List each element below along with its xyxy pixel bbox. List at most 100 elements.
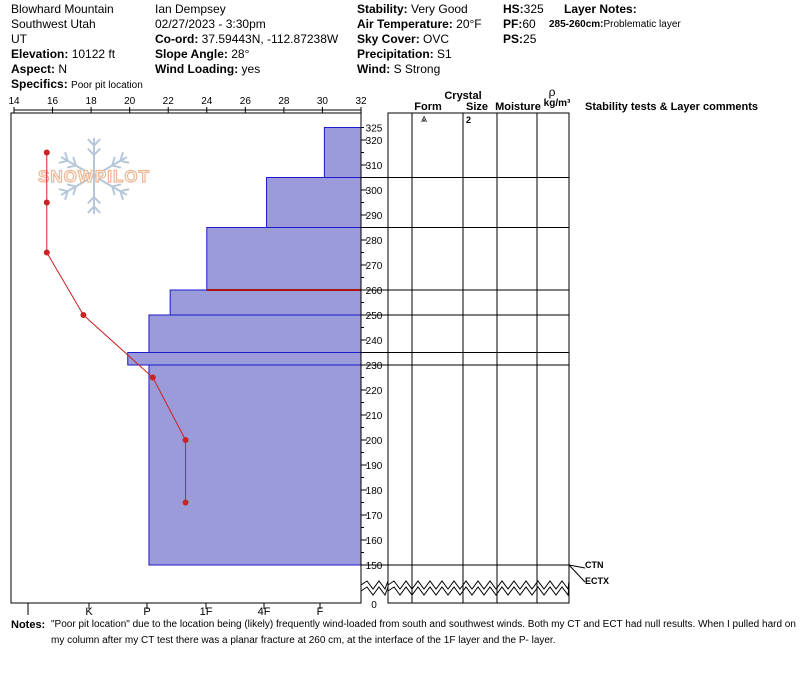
- hs-row: HS:325: [503, 2, 544, 17]
- temp-tick-label: 14: [8, 96, 20, 107]
- coord-value: 37.59443N, -112.87238W: [201, 32, 339, 46]
- snowflake-branch: [111, 186, 116, 196]
- temperature-point: [182, 437, 189, 443]
- ps-value: 25: [523, 32, 537, 46]
- ps-row: PS:25: [503, 32, 544, 47]
- test-leader-line: [568, 564, 586, 583]
- density-unit: kg/m³: [544, 98, 571, 109]
- snowflake-branch: [93, 138, 101, 147]
- air-temp-label: Air Temperature:: [357, 17, 453, 31]
- temp-tick-label: 26: [240, 96, 252, 107]
- depth-tick-label: 310: [366, 161, 383, 172]
- notes-text: "Poor pit location" due to the location …: [51, 619, 796, 646]
- header-col-3: Stability: Very Good Air Temperature: 20…: [357, 2, 482, 77]
- depth-tick-label: 240: [366, 336, 383, 347]
- snowflake-branch: [111, 156, 116, 166]
- temp-tick-label: 20: [124, 96, 136, 107]
- location-name: Blowhard Mountain: [11, 2, 114, 16]
- density-symbol: ρ: [549, 85, 556, 99]
- pf-label: PF:: [503, 17, 523, 31]
- wind-loading-label: Wind Loading:: [155, 62, 239, 76]
- hardness-tick-label: 4F: [258, 606, 271, 618]
- slope-row: Slope Angle: 28°: [155, 47, 338, 62]
- stability-value: Very Good: [411, 2, 468, 16]
- coord-row: Co-ord: 37.59443N, -112.87238W: [155, 32, 338, 47]
- depth-break-zigzag: [387, 580, 570, 591]
- hardness-layer-bar: [169, 289, 362, 316]
- stability-row: Stability: Very Good: [357, 2, 482, 17]
- temperature-point: [182, 499, 189, 506]
- header-col-2: Ian Dempsey 02/27/2023 - 3:30pm Co-ord: …: [155, 2, 338, 77]
- stability-test-label: CTN: [585, 560, 604, 570]
- sky-label: Sky Cover:: [357, 32, 420, 46]
- snowflake-branch: [64, 151, 69, 162]
- crystal-form-symbol: ⩓: [421, 113, 428, 125]
- wind-loading-row: Wind Loading: yes: [155, 62, 338, 77]
- form-header: Form: [414, 101, 442, 113]
- stability-label: Stability:: [357, 2, 408, 16]
- depth-tick-label: 250: [366, 311, 383, 322]
- snowflake-branch: [111, 164, 122, 169]
- hardness-layer-bar: [148, 314, 362, 353]
- stability-test-label: ECTX: [585, 576, 609, 586]
- stratigraphy-lines: [360, 177, 569, 566]
- temperature-point: [43, 149, 50, 156]
- header-col-1: Blowhard Mountain Southwest Utah UT Elev…: [11, 2, 143, 93]
- header-col-4: HS:325 PF:60 PS:25: [503, 2, 544, 47]
- temp-tick-label: 16: [47, 96, 59, 107]
- hardness-profile: [127, 127, 362, 566]
- snowflake-branch: [72, 186, 77, 196]
- hardness-layer-bar: [266, 177, 362, 228]
- depth-tick-label: 270: [366, 261, 383, 272]
- elevation-row: Elevation: 10122 ft: [11, 47, 143, 62]
- hardness-tick-label: P: [143, 606, 150, 618]
- temp-tick-label: 22: [163, 96, 175, 107]
- layer-note-range: 285-260cm:: [549, 19, 604, 30]
- depth-tick-label: 190: [366, 461, 383, 472]
- observer-name: Ian Dempsey: [155, 2, 226, 16]
- depth-tick-label: 300: [366, 186, 383, 197]
- layer-table: Crystal Form Size Moisture ρ kg/m³ Stabi…: [414, 85, 758, 125]
- slope-label: Slope Angle:: [155, 47, 228, 61]
- hardness-tick-label: I: [26, 606, 29, 618]
- depth-tick-label: 280: [366, 236, 383, 247]
- depth-tick-label: 260: [366, 286, 383, 297]
- stability-tests: CTN ECTX: [568, 560, 609, 586]
- snowflake-branch: [111, 183, 122, 188]
- depth-tick-label: 200: [366, 436, 383, 447]
- snowflake-branch: [120, 188, 130, 193]
- depth-break-zigzag: [387, 586, 570, 597]
- coord-label: Co-ord:: [155, 32, 199, 46]
- specifics-value: Poor pit location: [71, 80, 143, 91]
- hs-value: 325: [523, 2, 544, 16]
- temp-tick-label: 18: [86, 96, 98, 107]
- temp-tick-label: 24: [201, 96, 213, 107]
- state-name: UT: [11, 32, 27, 46]
- chart-frame: [10, 112, 570, 604]
- snowflake-branch: [87, 138, 95, 147]
- notes-label: Notes:: [11, 619, 46, 631]
- temperature-point: [80, 312, 87, 318]
- snowflake-branch: [119, 190, 124, 201]
- notes-block: Notes: "Poor pit location" due to the lo…: [11, 617, 800, 649]
- snowflake-branch: [93, 196, 101, 205]
- precip-value: S1: [437, 47, 452, 61]
- wind-row: Wind: S Strong: [357, 62, 482, 77]
- specifics-label: Specifics:: [11, 77, 68, 91]
- hardness-tick-label: K: [85, 606, 93, 618]
- snowflake-branch: [119, 151, 124, 162]
- snowflake-branch: [87, 147, 95, 156]
- hardness-axis: I K P 1F 4F F: [26, 603, 324, 618]
- snowflake-branch: [66, 183, 77, 188]
- test-leader-line: [568, 564, 586, 569]
- pf-row: PF:60: [503, 17, 544, 32]
- size-header: Size: [466, 101, 488, 113]
- temperature-point: [43, 199, 50, 206]
- precip-label: Precipitation:: [357, 47, 434, 61]
- table-border: [387, 112, 570, 604]
- layer-notes-title: Layer Notes:: [564, 2, 637, 17]
- snowflake-branch: [58, 159, 68, 164]
- moisture-header: Moisture: [495, 101, 541, 113]
- wind-loading-value: yes: [241, 62, 261, 76]
